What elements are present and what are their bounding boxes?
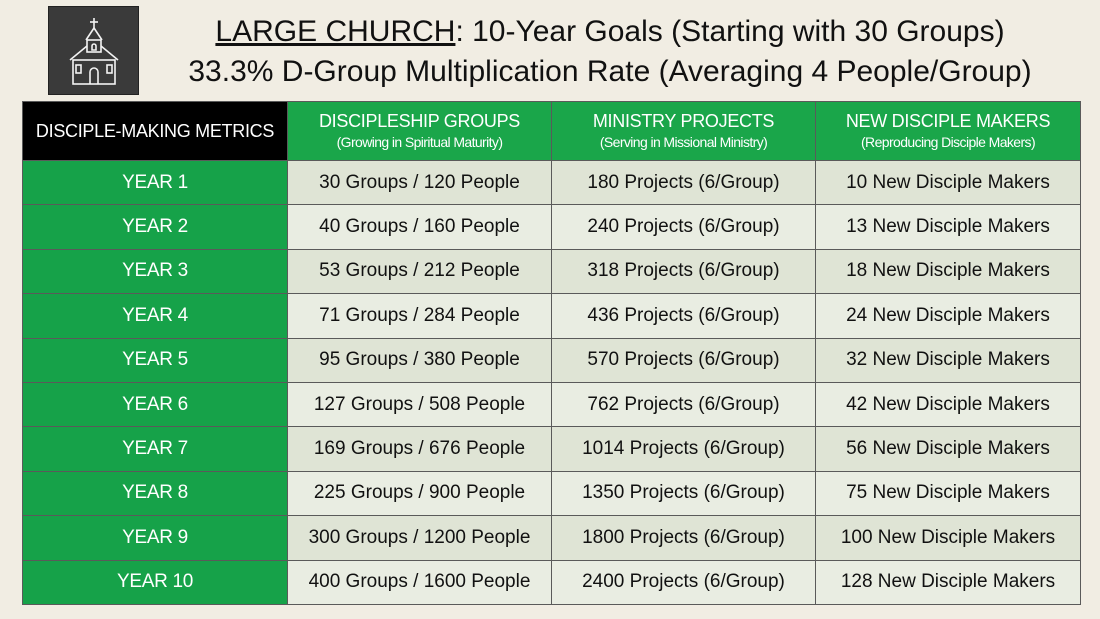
title-emphasis: LARGE CHURCH (215, 15, 456, 48)
page-title: LARGE CHURCH: 10-Year Goals (Starting wi… (150, 12, 1070, 92)
header-makers-title: NEW DISCIPLE MAKERS (845, 111, 1051, 131)
groups-cell: 225 Groups / 900 People (287, 470, 552, 517)
title-rest: : 10-Year Goals (Starting with 30 Groups… (455, 15, 1005, 48)
table-row: YEAR 3 53 Groups / 212 People 318 Projec… (22, 248, 1081, 295)
groups-cell: 40 Groups / 160 People (287, 204, 552, 250)
projects-cell: 1350 Projects (6/Group) (551, 470, 816, 517)
groups-cell: 95 Groups / 380 People (287, 337, 552, 383)
year-cell: YEAR 6 (22, 381, 288, 428)
table-row: YEAR 7 169 Groups / 676 People 1014 Proj… (22, 426, 1081, 472)
year-cell: YEAR 2 (22, 204, 288, 250)
year-cell: YEAR 5 (22, 337, 288, 383)
header-groups: DISCIPLESHIP GROUPS (Growing in Spiritua… (287, 101, 552, 161)
header-projects-title: MINISTRY PROJECTS (592, 111, 775, 131)
groups-cell: 169 Groups / 676 People (287, 426, 552, 472)
header-makers: NEW DISCIPLE MAKERS (Reproducing Discipl… (815, 101, 1081, 161)
goals-table: DISCIPLE-MAKING METRICS DISCIPLESHIP GRO… (22, 101, 1081, 605)
projects-cell: 436 Projects (6/Group) (551, 293, 816, 339)
makers-cell: 24 New Disciple Makers (815, 293, 1081, 339)
header-projects: MINISTRY PROJECTS (Serving in Missional … (551, 101, 816, 161)
makers-cell: 13 New Disciple Makers (815, 204, 1081, 250)
table-row: YEAR 8 225 Groups / 900 People 1350 Proj… (22, 470, 1081, 517)
table-row: YEAR 6 127 Groups / 508 People 762 Proje… (22, 381, 1081, 428)
groups-cell: 71 Groups / 284 People (287, 293, 552, 339)
projects-cell: 240 Projects (6/Group) (551, 204, 816, 250)
header-makers-subtitle: (Reproducing Disciple Makers) (861, 134, 1036, 150)
header-groups-title: DISCIPLESHIP GROUPS (318, 111, 521, 131)
header-row: DISCIPLE-MAKING METRICS DISCIPLESHIP GRO… (22, 101, 1081, 161)
title-line-1: LARGE CHURCH: 10-Year Goals (Starting wi… (150, 12, 1070, 52)
groups-cell: 400 Groups / 1600 People (287, 559, 552, 605)
groups-cell: 127 Groups / 508 People (287, 381, 552, 428)
year-cell: YEAR 9 (22, 515, 288, 561)
year-cell: YEAR 10 (22, 559, 288, 605)
header-groups-subtitle: (Growing in Spiritual Maturity) (336, 134, 503, 150)
makers-cell: 56 New Disciple Makers (815, 426, 1081, 472)
table-row: YEAR 9 300 Groups / 1200 People 1800 Pro… (22, 515, 1081, 561)
makers-cell: 42 New Disciple Makers (815, 381, 1081, 428)
makers-cell: 10 New Disciple Makers (815, 159, 1081, 206)
makers-cell: 32 New Disciple Makers (815, 337, 1081, 383)
projects-cell: 180 Projects (6/Group) (551, 159, 816, 206)
table-row: YEAR 4 71 Groups / 284 People 436 Projec… (22, 293, 1081, 339)
projects-cell: 2400 Projects (6/Group) (551, 559, 816, 605)
projects-cell: 570 Projects (6/Group) (551, 337, 816, 383)
year-cell: YEAR 7 (22, 426, 288, 472)
table-row: YEAR 10 400 Groups / 1600 People 2400 Pr… (22, 559, 1081, 605)
makers-cell: 100 New Disciple Makers (815, 515, 1081, 561)
projects-cell: 318 Projects (6/Group) (551, 248, 816, 295)
church-icon (68, 17, 119, 85)
makers-cell: 128 New Disciple Makers (815, 559, 1081, 605)
table-row: YEAR 1 30 Groups / 120 People 180 Projec… (22, 159, 1081, 206)
makers-cell: 18 New Disciple Makers (815, 248, 1081, 295)
groups-cell: 30 Groups / 120 People (287, 159, 552, 206)
projects-cell: 1014 Projects (6/Group) (551, 426, 816, 472)
groups-cell: 53 Groups / 212 People (287, 248, 552, 295)
title-line-2: 33.3% D-Group Multiplication Rate (Avera… (188, 55, 1032, 88)
header-projects-subtitle: (Serving in Missional Ministry) (599, 134, 768, 150)
year-cell: YEAR 3 (22, 248, 288, 295)
church-logo (48, 6, 139, 95)
year-cell: YEAR 1 (22, 159, 288, 206)
year-cell: YEAR 4 (22, 293, 288, 339)
projects-cell: 762 Projects (6/Group) (551, 381, 816, 428)
table-row: YEAR 5 95 Groups / 380 People 570 Projec… (22, 337, 1081, 383)
header-metrics: DISCIPLE-MAKING METRICS (22, 101, 288, 161)
groups-cell: 300 Groups / 1200 People (287, 515, 552, 561)
table-row: YEAR 2 40 Groups / 160 People 240 Projec… (22, 204, 1081, 250)
makers-cell: 75 New Disciple Makers (815, 470, 1081, 517)
year-cell: YEAR 8 (22, 470, 288, 517)
projects-cell: 1800 Projects (6/Group) (551, 515, 816, 561)
